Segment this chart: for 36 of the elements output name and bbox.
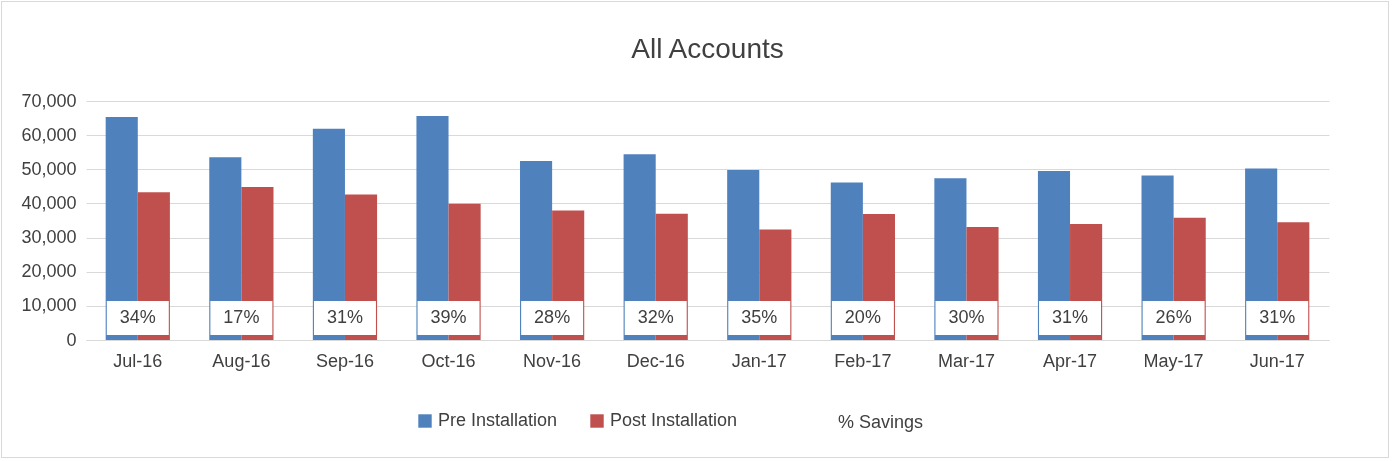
text: % Savings — [838, 412, 924, 432]
x-tick-label: Jul-16 — [113, 350, 163, 371]
annotation: 32% — [637, 307, 674, 327]
annotation: 35% — [741, 307, 778, 327]
annotation: 28% — [534, 307, 571, 327]
x-tick-label: Oct-16 — [421, 350, 476, 371]
x-tick-label: Feb-17 — [834, 350, 892, 371]
y-tick-label: 10,000 — [21, 295, 77, 316]
legend-label: Post Installation — [610, 410, 738, 430]
x-tick-label: Dec-16 — [626, 350, 685, 371]
x-tick-label: Sep-16 — [315, 350, 374, 371]
annotation: 31% — [326, 307, 363, 327]
chart-title: All Accounts — [631, 33, 784, 64]
x-tick-label: Mar-17 — [937, 350, 995, 371]
x-tick-label: Nov-16 — [523, 350, 582, 371]
annotation: 17% — [223, 307, 260, 327]
y-tick-label: 20,000 — [21, 261, 77, 282]
annotation: 34% — [119, 307, 156, 327]
y-tick-label: 30,000 — [21, 227, 77, 248]
y-tick-label: 70,000 — [21, 90, 77, 111]
y-tick-label: 60,000 — [21, 124, 77, 145]
x-tick-label: Apr-17 — [1043, 350, 1098, 371]
x-tick-label: May-17 — [1143, 350, 1204, 371]
annotation: 26% — [1155, 307, 1192, 327]
annotation: 20% — [844, 307, 881, 327]
y-tick-label: 50,000 — [21, 158, 77, 179]
x-tick-label: Aug-16 — [212, 350, 271, 371]
annotation: 31% — [1259, 307, 1296, 327]
x-tick-label: Jan-17 — [731, 350, 787, 371]
x-tick-label: Jun-17 — [1249, 350, 1305, 371]
annotation: 31% — [1052, 307, 1089, 327]
y-tick-label: 0 — [66, 329, 77, 350]
y-tick-label: 40,000 — [21, 192, 77, 213]
legend-label: Pre Installation — [438, 410, 558, 430]
annotation: 30% — [948, 307, 985, 327]
annotation: 39% — [430, 307, 467, 327]
